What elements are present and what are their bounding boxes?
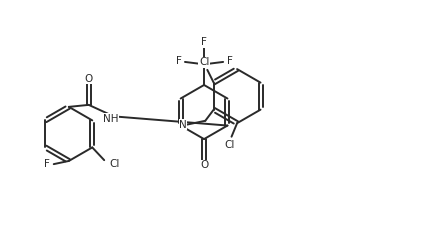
Text: Cl: Cl: [225, 140, 235, 150]
Text: F: F: [44, 159, 50, 169]
Text: NH: NH: [103, 114, 119, 124]
Text: F: F: [201, 38, 207, 47]
Text: F: F: [227, 56, 233, 66]
Text: N: N: [179, 120, 187, 130]
Text: Cl: Cl: [109, 159, 120, 169]
Text: O: O: [200, 160, 208, 170]
Text: Cl: Cl: [199, 57, 209, 67]
Text: O: O: [85, 74, 93, 84]
Text: F: F: [176, 56, 181, 66]
